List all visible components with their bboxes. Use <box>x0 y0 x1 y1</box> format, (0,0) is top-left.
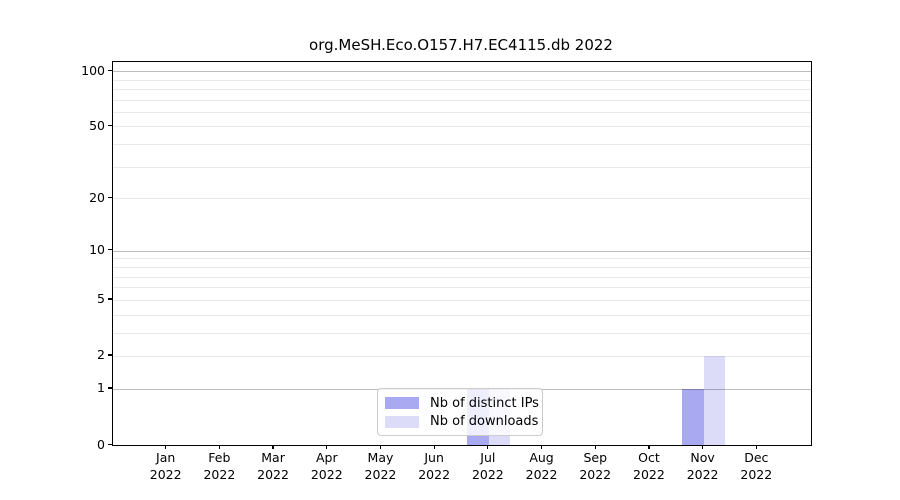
gridline-minor-9 <box>113 258 811 260</box>
x-tick-mark-dec-2022 <box>755 445 757 450</box>
y-tick-label-50: 50 <box>89 117 105 133</box>
gridline-minor-2 <box>113 355 811 357</box>
gridline-minor-90 <box>113 79 811 81</box>
gridline-minor-8 <box>113 266 811 268</box>
y-tick-mark-100 <box>108 69 112 71</box>
x-tick-mark-feb-2022 <box>218 445 220 450</box>
x-tick-label-aug-2022: Aug 2022 <box>525 450 558 482</box>
x-tick-label-jun-2022: Jun 2022 <box>418 450 451 482</box>
y-tick-label-2: 2 <box>97 347 105 363</box>
x-tick-mark-jun-2022 <box>433 445 435 450</box>
y-tick-mark-1 <box>108 387 112 389</box>
chart-title: org.MeSH.Eco.O157.H7.EC4115.db 2022 <box>309 36 613 54</box>
legend-label-downloads: Nb of downloads <box>430 414 539 430</box>
y-tick-label-0: 0 <box>97 436 105 452</box>
x-tick-mark-apr-2022 <box>326 445 328 450</box>
bar-nb-of-distinct-ips-nov-2022 <box>682 388 704 445</box>
y-tick-label-10: 10 <box>89 242 105 258</box>
x-tick-label-dec-2022: Dec 2022 <box>740 450 773 482</box>
x-tick-label-apr-2022: Apr 2022 <box>310 450 343 482</box>
y-tick-mark-2 <box>108 354 112 356</box>
y-tick-label-5: 5 <box>97 291 105 307</box>
x-tick-label-sep-2022: Sep 2022 <box>579 450 612 482</box>
x-tick-mark-oct-2022 <box>648 445 650 450</box>
y-tick-mark-10 <box>108 249 112 251</box>
y-tick-mark-0 <box>108 443 112 445</box>
y-tick-label-1: 1 <box>97 380 105 396</box>
x-tick-mark-nov-2022 <box>702 445 704 450</box>
x-tick-mark-aug-2022 <box>540 445 543 450</box>
bar-nb-of-downloads-nov-2022 <box>703 355 726 445</box>
gridline-minor-80 <box>113 88 811 90</box>
gridline-minor-6 <box>113 287 811 289</box>
legend: Nb of distinct IPs Nb of downloads <box>377 388 543 436</box>
gridline-minor-20 <box>113 198 811 200</box>
legend-item-downloads: Nb of downloads <box>385 413 538 432</box>
y-tick-mark-5 <box>108 298 112 300</box>
gridline-minor-4 <box>113 314 811 316</box>
gridline-minor-30 <box>113 166 811 168</box>
x-tick-mark-jan-2022 <box>165 445 167 450</box>
gridline-minor-7 <box>113 276 811 278</box>
legend-item-distinct-ips: Nb of distinct IPs <box>385 394 539 413</box>
x-tick-label-nov-2022: Nov 2022 <box>686 450 719 482</box>
y-tick-label-20: 20 <box>89 189 105 205</box>
y-tick-mark-20 <box>108 196 112 199</box>
legend-swatch-downloads <box>385 415 419 428</box>
legend-label-distinct-ips: Nb of distinct IPs <box>430 395 539 411</box>
x-tick-mark-mar-2022 <box>272 445 274 450</box>
gridline-minor-3 <box>113 332 811 334</box>
x-tick-label-jan-2022: Jan 2022 <box>149 450 182 482</box>
x-tick-label-may-2022: May 2022 <box>364 450 397 482</box>
x-tick-mark-may-2022 <box>379 445 382 450</box>
gridline-minor-60 <box>113 111 811 113</box>
gridline-minor-5 <box>113 299 811 301</box>
gridline-minor-40 <box>113 144 811 146</box>
y-tick-label-100: 100 <box>81 62 105 78</box>
gridline-minor-50 <box>113 126 811 128</box>
x-tick-label-jul-2022: Jul 2022 <box>471 450 504 482</box>
x-tick-label-oct-2022: Oct 2022 <box>633 450 665 482</box>
gridline-major-10 <box>113 250 811 252</box>
plot-area <box>112 61 812 446</box>
x-tick-mark-jul-2022 <box>487 445 489 450</box>
x-tick-label-mar-2022: Mar 2022 <box>257 450 289 482</box>
x-tick-mark-sep-2022 <box>594 445 596 450</box>
y-tick-mark-50 <box>108 124 112 127</box>
x-tick-label-feb-2022: Feb 2022 <box>203 450 236 482</box>
legend-swatch-distinct-ips <box>385 397 419 410</box>
gridline-major-100 <box>113 71 811 73</box>
gridline-minor-70 <box>113 99 811 101</box>
